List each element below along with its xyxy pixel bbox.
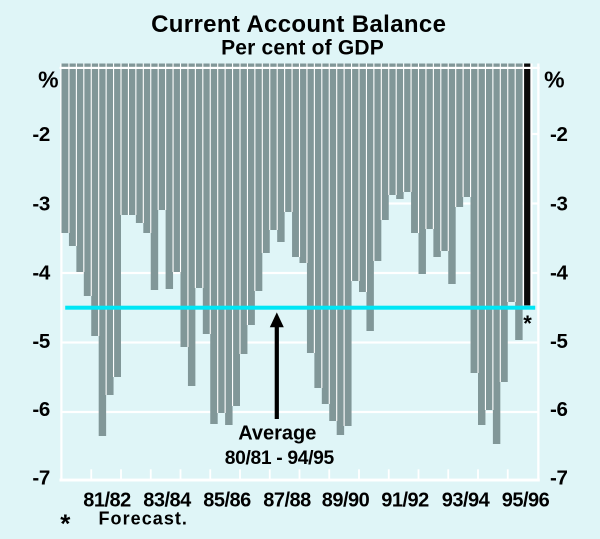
svg-text:Per cent of GDP: Per cent of GDP bbox=[221, 36, 384, 59]
svg-text:95/96: 95/96 bbox=[502, 489, 550, 511]
svg-text:-5: -5 bbox=[550, 330, 568, 353]
svg-text:-3: -3 bbox=[550, 193, 568, 216]
svg-text:%: % bbox=[38, 66, 58, 92]
svg-text:-4: -4 bbox=[550, 261, 569, 284]
svg-text:-7: -7 bbox=[32, 467, 50, 490]
svg-text:87/88: 87/88 bbox=[263, 489, 311, 511]
svg-text:81/82: 81/82 bbox=[83, 489, 131, 511]
svg-text:83/84: 83/84 bbox=[143, 489, 192, 511]
svg-text:-3: -3 bbox=[32, 193, 50, 216]
svg-text:-2: -2 bbox=[32, 123, 50, 146]
svg-text:Average: Average bbox=[238, 422, 316, 444]
svg-text:-2: -2 bbox=[550, 123, 568, 146]
svg-text:-6: -6 bbox=[550, 398, 568, 421]
svg-text:*: * bbox=[60, 508, 71, 538]
svg-text:-5: -5 bbox=[32, 330, 50, 353]
svg-text:85/86: 85/86 bbox=[203, 489, 251, 511]
svg-text:-6: -6 bbox=[32, 398, 50, 421]
svg-text:Current Account Balance: Current Account Balance bbox=[151, 11, 446, 38]
svg-text:80/81 - 94/95: 80/81 - 94/95 bbox=[225, 448, 335, 469]
svg-text:Forecast.: Forecast. bbox=[99, 509, 188, 529]
svg-text:89/90: 89/90 bbox=[322, 489, 370, 511]
svg-text:*: * bbox=[523, 311, 532, 336]
svg-text:-7: -7 bbox=[550, 467, 568, 490]
svg-text:%: % bbox=[544, 66, 564, 92]
svg-text:-4: -4 bbox=[32, 261, 51, 284]
svg-text:91/92: 91/92 bbox=[381, 489, 429, 511]
svg-text:93/94: 93/94 bbox=[442, 489, 491, 511]
